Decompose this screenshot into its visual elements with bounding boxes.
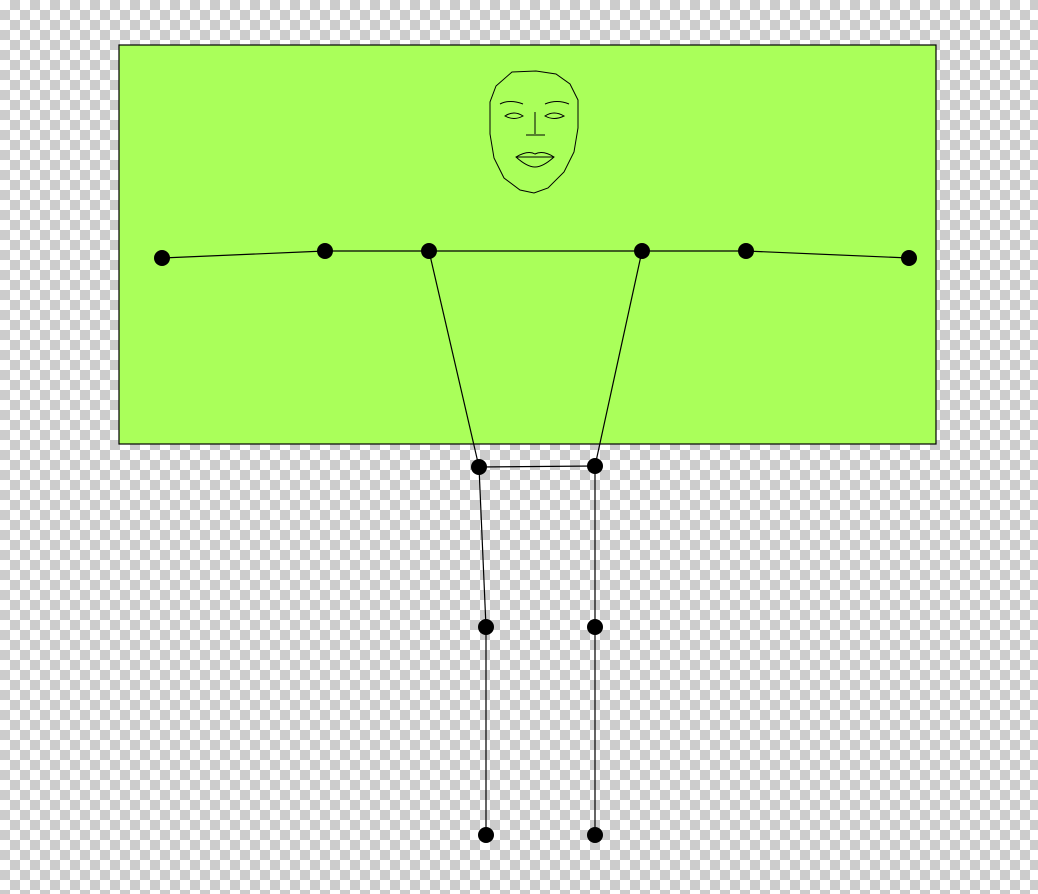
joint-left-elbow[interactable] xyxy=(317,243,333,259)
bone-left-thigh xyxy=(478,466,487,628)
left-eye xyxy=(504,112,524,119)
joint-right-ankle[interactable] xyxy=(587,827,603,843)
joint-right-hip[interactable] xyxy=(587,458,603,474)
bone-left-torso xyxy=(428,250,480,468)
joint-left-shoulder[interactable] xyxy=(421,243,437,259)
joint-right-knee[interactable] xyxy=(587,619,603,635)
bone-right-forearm xyxy=(745,250,910,259)
green-rectangle xyxy=(118,44,937,445)
left-eyebrow xyxy=(499,101,524,105)
joint-left-ankle[interactable] xyxy=(478,827,494,843)
joint-left-wrist[interactable] xyxy=(154,250,170,266)
bone-right-torso xyxy=(594,250,643,467)
nose xyxy=(526,112,545,136)
skeleton-joints xyxy=(154,243,917,843)
bone-left-forearm xyxy=(161,250,326,259)
right-eyebrow xyxy=(544,101,570,105)
joint-left-knee[interactable] xyxy=(478,619,494,635)
mouth xyxy=(515,152,555,168)
joint-right-shoulder[interactable] xyxy=(634,243,650,259)
skeleton-bones xyxy=(161,250,910,835)
bone-hip-line xyxy=(478,465,596,468)
joint-right-elbow[interactable] xyxy=(738,243,754,259)
joint-right-wrist[interactable] xyxy=(901,250,917,266)
face-outline-icon xyxy=(489,70,579,194)
joint-left-hip[interactable] xyxy=(471,459,487,475)
face-contour xyxy=(489,70,579,194)
right-eye xyxy=(544,112,566,119)
